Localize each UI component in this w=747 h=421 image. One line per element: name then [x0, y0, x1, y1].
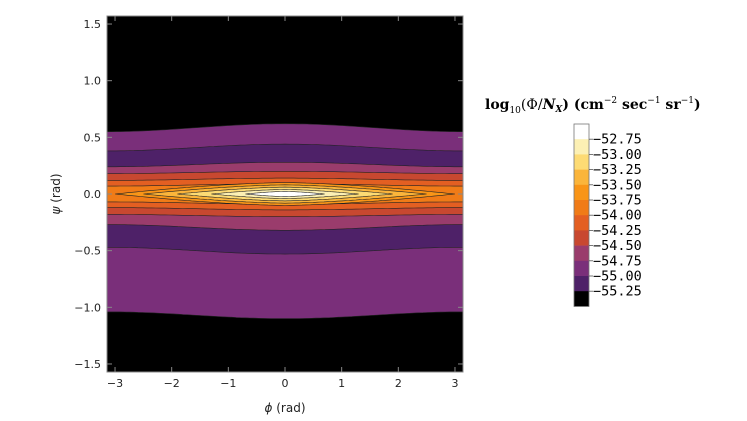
colorbar-swatch: [574, 169, 589, 186]
y-tick-label: 1.0: [84, 75, 102, 88]
y-tick-label: −0.5: [74, 245, 101, 258]
colorbar-tick-label: −52.75: [593, 132, 642, 148]
colorbar-swatch: [574, 260, 589, 277]
colorbar-swatch: [574, 276, 589, 292]
colorbar-tick-label: −53.50: [593, 177, 642, 193]
colorbar-tick-label: −54.00: [593, 208, 642, 224]
y-tick-label: 1.5: [84, 18, 102, 31]
y-tick-label: 0.0: [84, 188, 102, 201]
x-tick-label: −3: [107, 377, 123, 390]
x-tick-label: 3: [451, 377, 458, 390]
x-tick-label: 2: [395, 377, 402, 390]
colorbar-swatch: [574, 230, 589, 246]
x-tick-label: 1: [338, 377, 345, 390]
colorbar-swatch: [574, 184, 589, 201]
x-tick-label: −1: [220, 377, 236, 390]
colorbar-swatch: [574, 154, 589, 170]
colorbar-swatch: [574, 215, 589, 231]
contour-lens-4: [245, 191, 325, 197]
x-tick-label: −2: [164, 377, 180, 390]
y-tick-label: −1.5: [74, 358, 101, 371]
colorbar-swatch: [574, 124, 589, 140]
colorbar-swatch: [574, 200, 589, 216]
colorbar-tick-label: −53.75: [593, 193, 642, 209]
y-tick-label: −1.0: [74, 301, 101, 314]
colorbar-tick-label: −55.00: [593, 269, 642, 285]
colorbar-tick-label: −54.50: [593, 238, 642, 254]
colorbar-title: log10(Φ/NX) (cm−2 sec−1 sr−1): [485, 96, 701, 116]
colorbar-swatch: [574, 291, 589, 307]
x-axis: −3 −2 −1 0 1 2 3: [107, 16, 458, 390]
colorbar-swatch: [574, 245, 589, 262]
x-tick-label: 0: [282, 377, 289, 390]
y-axis: 1.5 1.0 0.5 0.0 −0.5 −1.0 −1.5: [74, 18, 463, 371]
y-axis-label: ψ (rad): [49, 173, 63, 214]
colorbar-tick-label: −54.25: [593, 223, 642, 239]
colorbar-tick-label: −53.25: [593, 162, 642, 178]
colorbar-tick-label: −54.75: [593, 253, 642, 269]
colorbar-tick-label: −53.00: [593, 147, 642, 163]
colorbar-swatch: [574, 139, 589, 155]
plot-area: [107, 16, 463, 372]
colorbar-tick-label: −55.25: [593, 284, 642, 300]
colorbar: −52.75−53.00−53.25−53.50−53.75−54.00−54.…: [573, 123, 642, 307]
x-axis-label: ϕ (rad): [264, 401, 305, 415]
y-tick-label: 0.5: [84, 131, 102, 144]
